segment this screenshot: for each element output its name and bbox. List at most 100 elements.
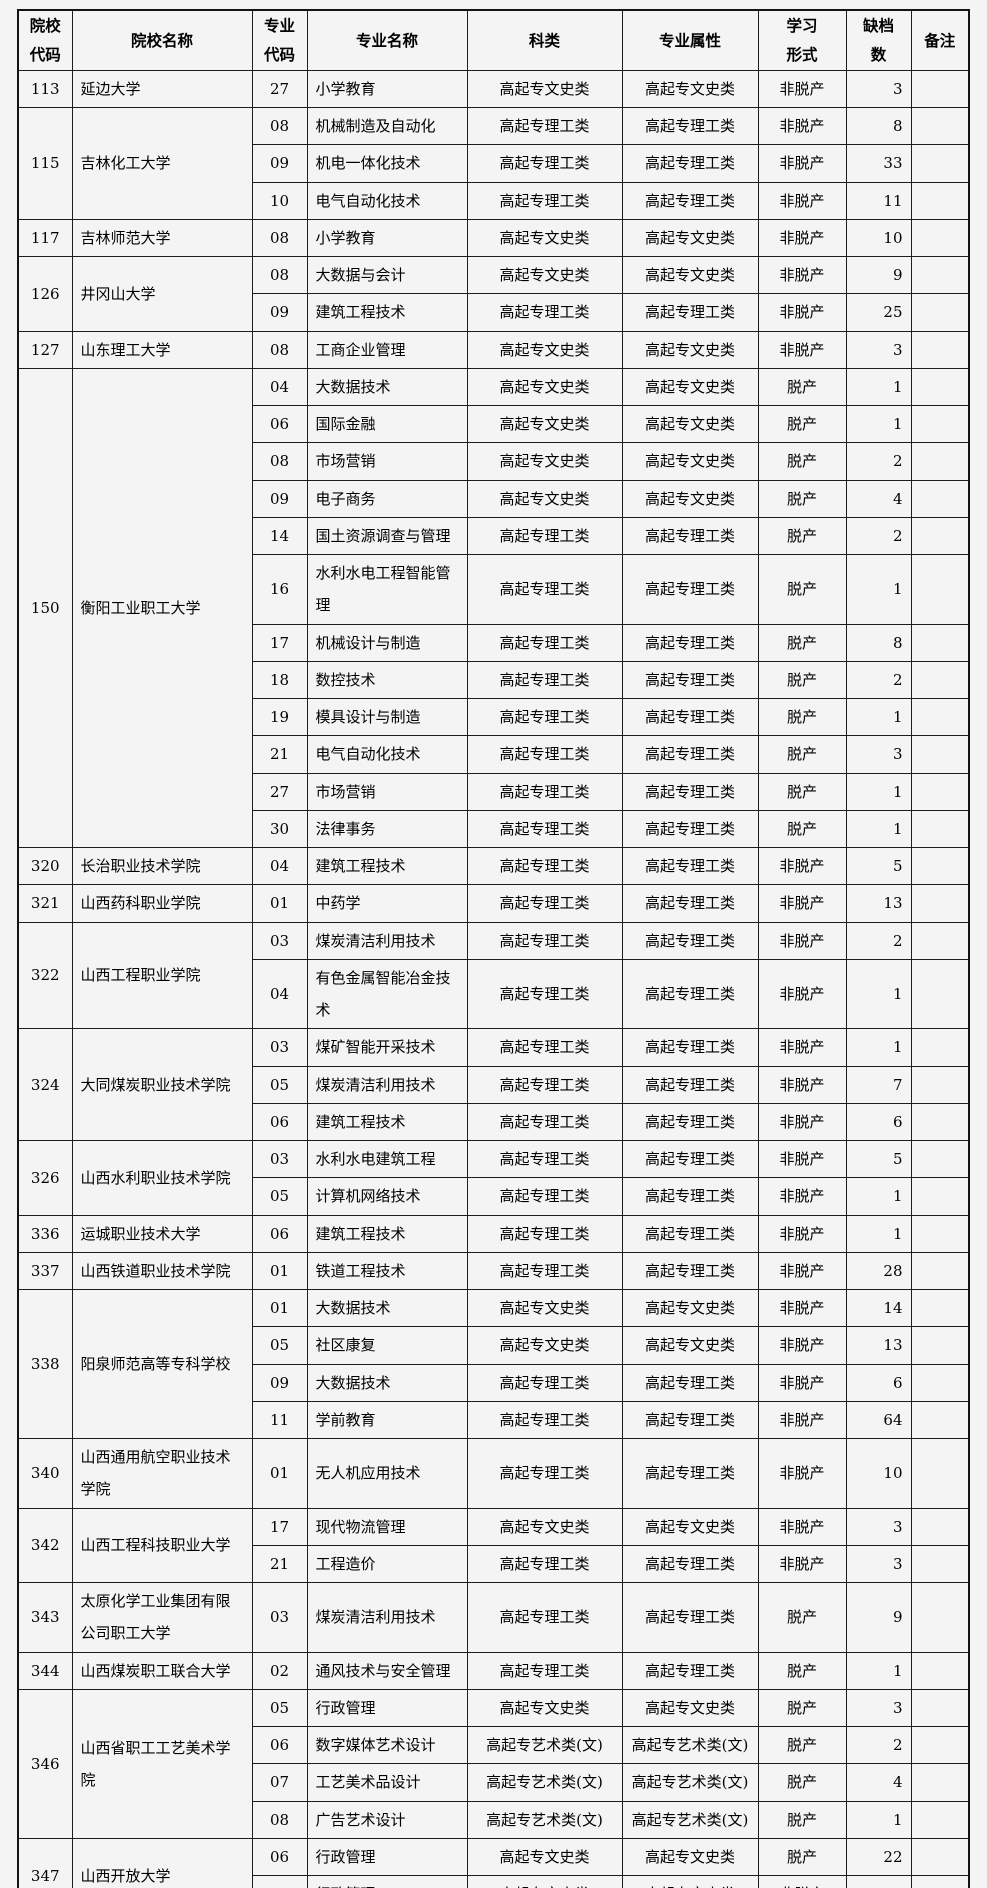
institution-code-cell: 344: [17, 1651, 73, 1690]
major-code-cell: 06: [251, 1837, 308, 1877]
major-name-cell: 法律事务: [306, 809, 468, 849]
attribute-cell: 高起专理工类: [621, 921, 759, 960]
institution-name-cell: 太原化学工业集团有限公司职工大学: [71, 1582, 253, 1653]
attribute-cell: 高起专理工类: [621, 660, 759, 700]
remark-cell: [910, 1214, 970, 1253]
remark-cell: [910, 1688, 970, 1728]
study-form-cell: 脱产: [757, 660, 847, 700]
major-code-cell: 09: [251, 293, 308, 332]
major-code-cell: 03: [251, 1582, 308, 1653]
category-cell: 高起专理工类: [466, 772, 623, 811]
study-form-cell: 脱产: [757, 1726, 847, 1765]
major-code-cell: 18: [251, 660, 308, 700]
category-cell: 高起专理工类: [466, 660, 623, 700]
attribute-cell: 高起专文史类: [621, 256, 759, 295]
major-name-cell: 大数据技术: [306, 1289, 468, 1328]
table-row: 30 法律事务 高起专理工类 高起专理工类 脱产 1: [18, 809, 970, 849]
category-cell: 高起专理工类: [466, 1400, 623, 1440]
category-cell: 高起专理工类: [466, 1140, 623, 1179]
remark-cell: [910, 1544, 970, 1584]
table-row: 115 吉林化工大学 08 机械制造及自动化 高起专理工类 高起专理工类 非脱产 8: [17, 107, 970, 220]
major-code-cell: 06: [251, 1214, 308, 1253]
remark-cell: [910, 181, 970, 220]
study-form-cell: 非脱产: [757, 1363, 847, 1402]
attribute-cell: 高起专理工类: [621, 554, 759, 625]
shortage-cell: 5: [845, 1140, 912, 1179]
shortage-cell: 11: [845, 181, 912, 220]
remark-cell: [910, 1140, 970, 1179]
study-form-cell: 脱产: [757, 1800, 847, 1839]
major-name-cell: 建筑工程技术: [306, 293, 468, 332]
study-form-cell: 非脱产: [757, 1102, 847, 1142]
study-form-cell: 脱产: [757, 516, 847, 556]
shortage-cell: 1: [845, 1177, 912, 1216]
study-form-cell: 脱产: [757, 554, 847, 625]
header-study-form: 学习 形式: [757, 9, 847, 71]
attribute-cell: 高起专文史类: [621, 218, 759, 258]
shortage-cell: 3: [845, 330, 912, 369]
header-institution-code: 院校 代码: [17, 9, 73, 71]
remark-cell: [910, 1800, 970, 1839]
table-row: 09 电子商务 高起专文史类 高起专文史类 脱产 4: [18, 479, 970, 518]
study-form-cell: 非脱产: [757, 107, 847, 146]
attribute-cell: 高起专理工类: [621, 144, 759, 183]
institution-code-cell: 338: [17, 1289, 73, 1440]
attribute-cell: 高起专文史类: [621, 1837, 759, 1877]
major-name-cell: 煤炭清洁利用技术: [306, 1065, 468, 1104]
major-code-cell: 08: [251, 330, 308, 369]
category-cell: 高起专文史类: [466, 330, 623, 369]
major-name-cell: 煤矿智能开采技术: [306, 1028, 468, 1067]
study-form-cell: 脱产: [757, 698, 847, 737]
major-name-cell: 小学教育: [306, 218, 468, 258]
attribute-cell: 高起专理工类: [621, 1214, 759, 1253]
institution-name-cell: 山西开放大学: [71, 1837, 253, 1888]
study-form-cell: 非脱产: [757, 1438, 847, 1509]
table-row: 27 市场营销 高起专理工类 高起专理工类 脱产 1: [18, 772, 970, 811]
header-major-code: 专业 代码: [251, 9, 308, 71]
institution-code-cell: 113: [17, 69, 73, 109]
institution-name-cell: 衡阳工业职工大学: [71, 367, 253, 849]
category-cell: 高起专文史类: [466, 218, 623, 258]
table-body: 113 延边大学 27 小学教育 高起专文史类 高起专文史类 非脱产 3 115 吉林化工大学 08…: [17, 69, 970, 1888]
institution-code-cell: 126: [17, 256, 73, 332]
major-name-cell: 机械设计与制造: [306, 623, 468, 662]
remark-cell: [910, 660, 970, 700]
table-row: 06 数字媒体艺术设计 高起专艺术类(文) 高起专艺术类(文) 脱产 2: [18, 1726, 970, 1765]
remark-cell: [910, 1582, 970, 1653]
table-row: 09 机电一体化技术 高起专理工类 高起专理工类 非脱产 33: [18, 144, 970, 183]
remark-cell: [910, 1837, 970, 1877]
shortage-table: 院校 代码 院校名称 专业 代码 专业名称 科类 专业属性 学习 形式 缺档 数备注 113 延…: [17, 9, 970, 1888]
study-form-cell: 脱产: [757, 735, 847, 774]
institution-name-cell: 山西通用航空职业技术学院: [71, 1438, 253, 1509]
study-form-cell: 非脱产: [757, 1400, 847, 1440]
remark-cell: [910, 772, 970, 811]
attribute-cell: 高起专文史类: [621, 405, 759, 444]
header-category: 科类: [466, 9, 623, 71]
major-name-cell: 无人机应用技术: [306, 1438, 468, 1509]
category-cell: 高起专理工类: [466, 623, 623, 662]
institution-name-cell: 延边大学: [71, 69, 253, 109]
study-form-cell: 非脱产: [757, 1251, 847, 1291]
category-cell: 高起专文史类: [466, 1326, 623, 1365]
attribute-cell: 高起专理工类: [621, 698, 759, 737]
category-cell: 高起专理工类: [466, 1582, 623, 1653]
institution-name-cell: 山西煤炭职工联合大学: [71, 1651, 253, 1690]
remark-cell: [910, 958, 970, 1030]
remark-cell: [910, 1507, 970, 1546]
shortage-cell: 13: [845, 1326, 912, 1365]
major-name-cell: 小学教育: [306, 69, 468, 109]
category-cell: 高起专文史类: [466, 1837, 623, 1877]
institution-code-cell: 321: [17, 884, 73, 923]
category-cell: 高起专文史类: [466, 367, 623, 407]
header-shortage: 缺档 数: [845, 9, 912, 71]
institution-code-cell: 324: [17, 1028, 73, 1142]
attribute-cell: 高起专文史类: [621, 367, 759, 407]
major-code-cell: 08: [251, 107, 308, 146]
study-form-cell: 非脱产: [757, 1875, 847, 1888]
remark-cell: [910, 1651, 970, 1690]
institution-code-cell: 340: [17, 1438, 73, 1509]
major-name-cell: 学前教育: [306, 1400, 468, 1440]
table-row: 10 电气自动化技术 高起专理工类 高起专理工类 非脱产 11: [18, 181, 970, 220]
attribute-cell: 高起专理工类: [621, 1140, 759, 1179]
remark-cell: [910, 107, 970, 146]
